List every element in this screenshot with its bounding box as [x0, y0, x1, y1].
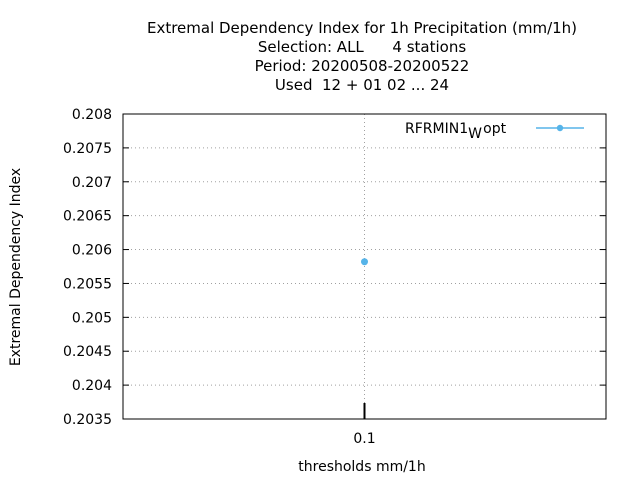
y-tick-label: 0.207 [72, 175, 112, 191]
y-tick-label: 0.2045 [63, 344, 112, 360]
legend-entry-label: RFRMIN1W opt [405, 121, 507, 142]
y-tick-label: 0.208 [72, 107, 112, 123]
plot-area-border [122, 113, 607, 420]
legend-entry-name: RFRMIN1 [405, 121, 468, 137]
y-tick-label: 0.206 [72, 243, 112, 259]
legend: RFRMIN1W opt [402, 116, 594, 146]
legend-entry-subscript: W [468, 126, 482, 142]
y-tick-label: 0.2065 [63, 209, 112, 225]
y-tick-label: 0.204 [72, 378, 112, 394]
chart-title-line-1: Extremal Dependency Index for 1h Precipi… [147, 19, 577, 37]
data-point [361, 258, 368, 266]
chart-title-line-2: Selection: ALL 4 stations [258, 38, 466, 56]
chart-title-line-3: Period: 20200508-20200522 [255, 57, 470, 75]
legend-background [402, 116, 594, 146]
grid-lines [123, 114, 606, 419]
y-axis-ticks: 0.2035 0.204 0.2045 0.205 0.2055 0.206 0.2065 0… [63, 107, 606, 428]
series-layer [361, 258, 368, 266]
x-axis-label: thresholds mm/1h [298, 459, 425, 475]
legend-entry-marker [556, 124, 564, 132]
x-tick-label: 0.1 [353, 431, 375, 447]
chart-title: Extremal Dependency Index for 1h Precipi… [147, 19, 577, 94]
y-tick-label: 0.2055 [63, 276, 112, 292]
y-axis-label: Extremal Dependency Index [8, 168, 24, 366]
x-axis-ticks: 0.1 [353, 403, 376, 447]
y-tick-label: 0.2035 [63, 412, 112, 428]
legend-entry-suffix: opt [483, 121, 506, 137]
chart-title-line-4: Used 12 + 01 02 ... 24 [275, 76, 449, 94]
y-tick-label: 0.2075 [63, 141, 112, 157]
y-tick-label: 0.205 [72, 310, 112, 326]
